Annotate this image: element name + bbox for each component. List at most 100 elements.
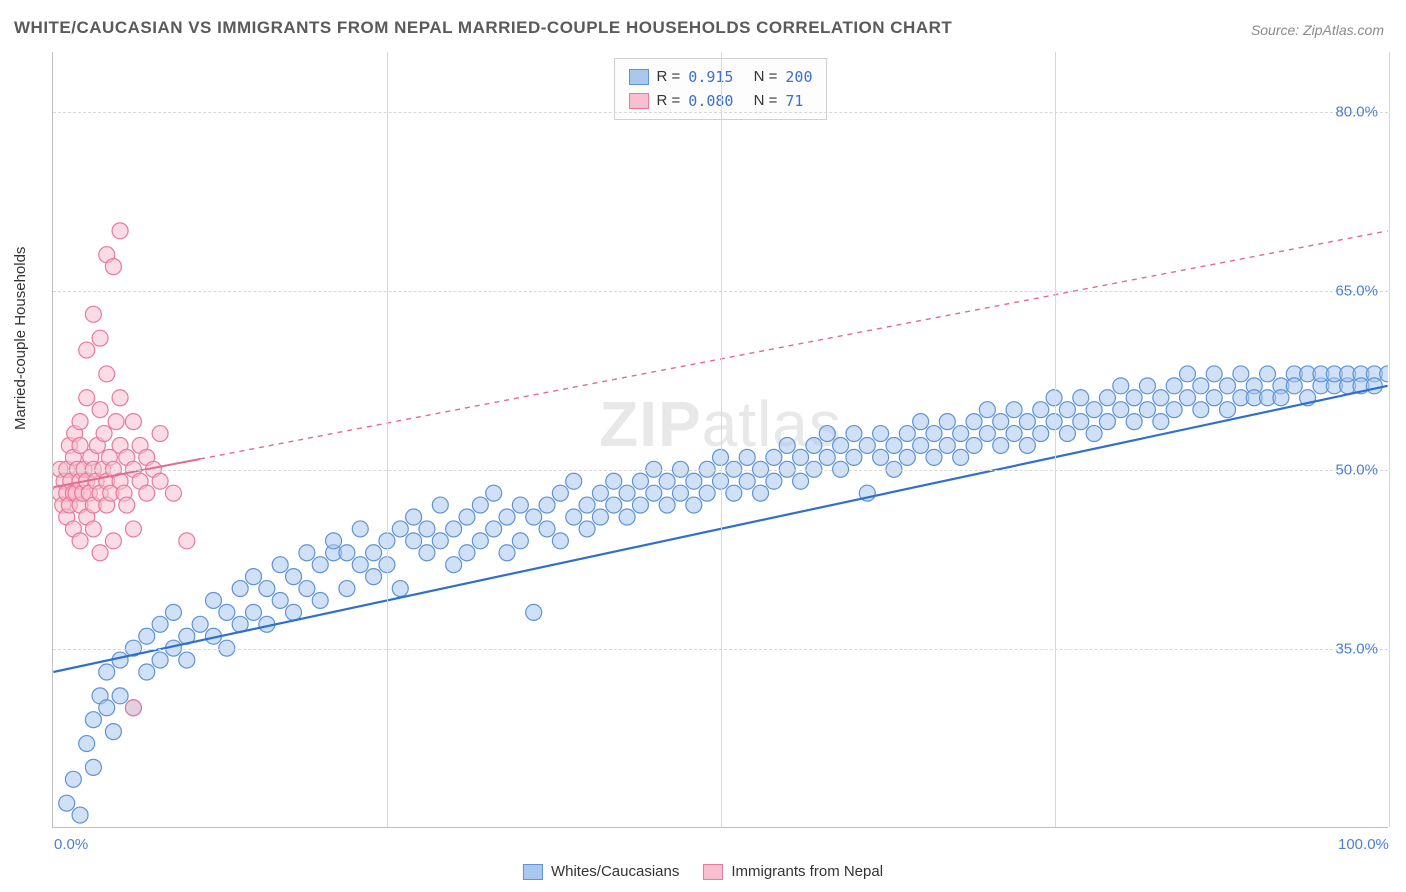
scatter-point [1086,426,1102,442]
scatter-point [152,473,168,489]
scatter-point [112,652,128,668]
scatter-point [539,497,555,513]
bottom-legend: Whites/Caucasians Immigrants from Nepal [523,863,883,880]
x-tick-label: 100.0% [1338,836,1389,853]
scatter-point [606,473,622,489]
scatter-point [619,485,635,501]
scatter-point [1153,414,1169,430]
scatter-point [1099,390,1115,406]
scatter-point [72,807,88,823]
scatter-point [1019,414,1035,430]
scatter-point [899,449,915,465]
scatter-point [632,473,648,489]
x-tick-label: 0.0% [54,836,88,853]
scatter-point [1113,378,1129,394]
scatter-point [1206,366,1222,382]
scatter-point [459,509,475,525]
legend-label-0: Whites/Caucasians [551,863,679,880]
scatter-point [352,521,368,537]
scatter-point [672,485,688,501]
scatter-point [1166,378,1182,394]
scatter-point [552,533,568,549]
scatter-point [1180,390,1196,406]
scatter-point [432,497,448,513]
scatter-point [1059,426,1075,442]
scatter-point [1366,378,1382,394]
scatter-point [873,426,889,442]
source-attribution: Source: ZipAtlas.com [1251,22,1384,38]
scatter-point [592,485,608,501]
scatter-point [125,700,141,716]
scatter-point [85,759,101,775]
swatch-series-1 [629,93,649,109]
scatter-point [1193,402,1209,418]
scatter-point [833,437,849,453]
scatter-point [512,533,528,549]
scatter-point [926,449,942,465]
scatter-point [112,223,128,239]
scatter-point [1286,378,1302,394]
stat-R-label-1: R = [657,89,681,113]
gridline-v [1055,52,1056,827]
scatter-point [939,437,955,453]
scatter-point [926,426,942,442]
stat-R-val-0: 0.915 [688,65,733,89]
scatter-point [993,437,1009,453]
scatter-point [859,437,875,453]
scatter-point [272,592,288,608]
scatter-point [165,485,181,501]
scatter-point [99,700,115,716]
scatter-point [232,581,248,597]
scatter-point [1099,414,1115,430]
scatter-point [1033,426,1049,442]
scatter-point [339,581,355,597]
scatter-point [139,485,155,501]
scatter-point [739,473,755,489]
legend-swatch-1 [703,864,723,880]
scatter-point [96,426,112,442]
scatter-point [899,426,915,442]
scatter-point [646,485,662,501]
scatter-point [459,545,475,561]
gridline-v [387,52,388,827]
scatter-point [108,414,124,430]
scatter-point [85,712,101,728]
scatter-point [966,437,982,453]
scatter-point [125,521,141,537]
scatter-point [72,414,88,430]
scatter-point [726,485,742,501]
scatter-point [246,604,262,620]
scatter-point [659,497,675,513]
scatter-point [312,557,328,573]
scatter-point [1193,378,1209,394]
scatter-point [1033,402,1049,418]
scatter-point [1006,402,1022,418]
scatter-point [579,521,595,537]
scatter-point [112,390,128,406]
gridline-v [1389,52,1390,827]
scatter-point [1206,390,1222,406]
y-tick-label: 50.0% [1335,461,1378,478]
scatter-point [339,545,355,561]
scatter-point [246,569,262,585]
legend-item-0: Whites/Caucasians [523,863,679,880]
stat-N-val-1: 71 [785,89,803,113]
scatter-point [392,581,408,597]
scatter-point [846,426,862,442]
scatter-point [659,473,675,489]
scatter-point [165,604,181,620]
scatter-point [766,473,782,489]
scatter-point [1273,390,1289,406]
scatter-point [686,497,702,513]
scatter-point [993,414,1009,430]
scatter-point [793,449,809,465]
y-tick-label: 35.0% [1335,640,1378,657]
legend-swatch-0 [523,864,543,880]
scatter-point [419,545,435,561]
y-axis-label: Married-couple Households [12,247,29,430]
scatter-point [1260,366,1276,382]
scatter-point [779,437,795,453]
scatter-point [1220,402,1236,418]
scatter-point [1073,390,1089,406]
scatter-point [92,402,108,418]
